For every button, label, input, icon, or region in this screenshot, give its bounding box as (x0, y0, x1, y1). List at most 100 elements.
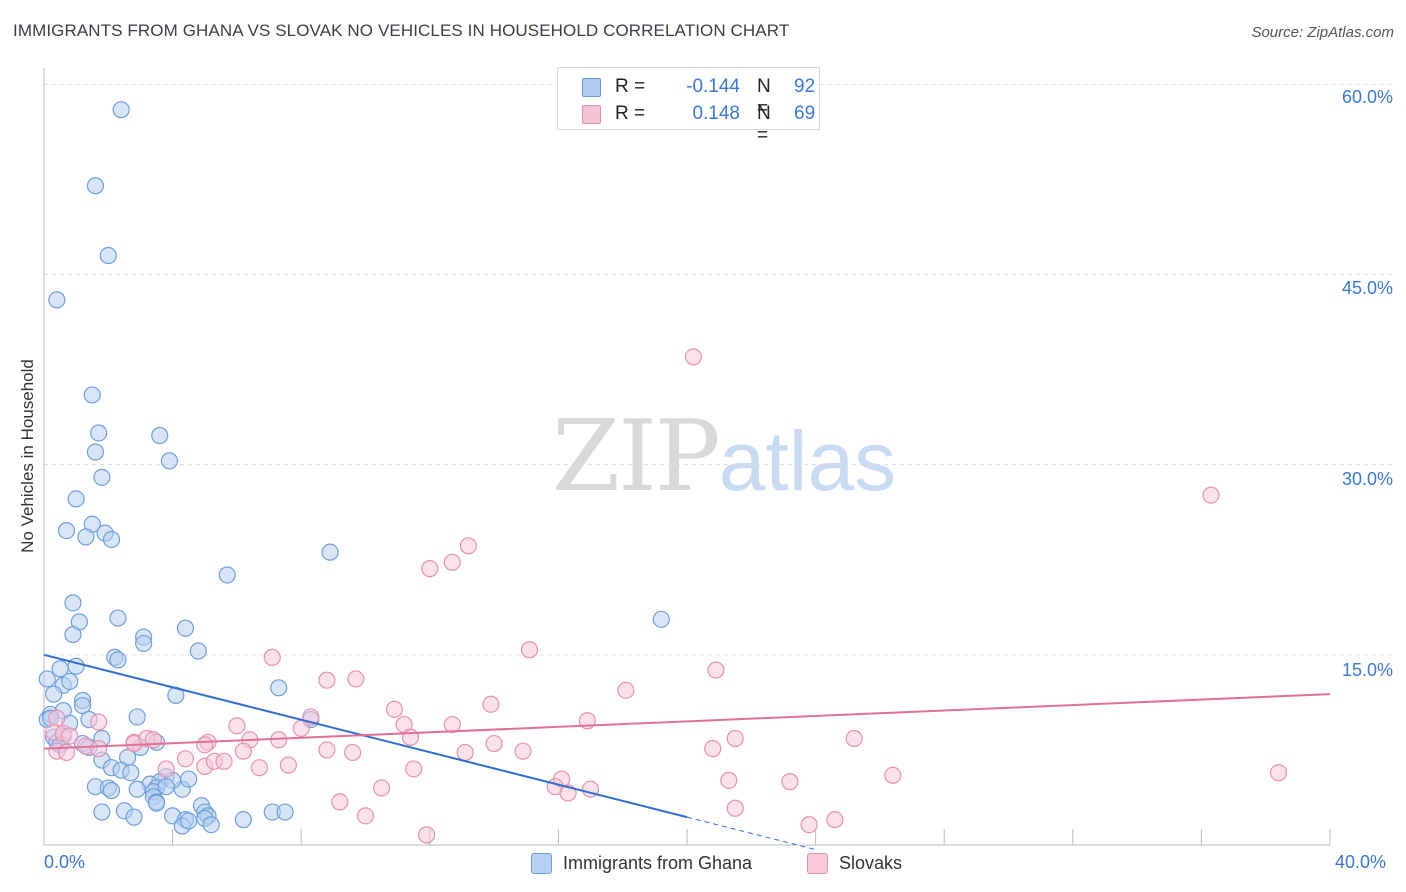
legend-swatch-blue (582, 78, 601, 97)
slovaks-point (385, 700, 404, 718)
ghana-point (109, 609, 127, 627)
ghana-point (112, 101, 130, 119)
ghana-point (38, 670, 56, 688)
slovaks-point (347, 670, 365, 688)
ghana-point (109, 651, 127, 669)
slovaks-point (61, 727, 79, 745)
x-tick-label: 0.0% (44, 852, 86, 872)
legend-r-label: R = (615, 103, 646, 124)
slovaks-point (292, 719, 310, 737)
ghana-point (157, 778, 175, 796)
slovaks-point (90, 740, 108, 758)
series-ghana (38, 101, 670, 835)
chart-source: Source: ZipAtlas.com (1251, 24, 1394, 41)
ghana-point (51, 660, 69, 678)
ghana-point (45, 685, 63, 703)
slovaks-point (356, 807, 375, 825)
ghana-point (147, 794, 166, 812)
slovaks-point (884, 766, 902, 784)
ghana-point (128, 708, 146, 726)
ghana-point (321, 543, 339, 561)
slovaks-point (520, 641, 539, 659)
slovaks-point (704, 740, 722, 758)
ghana-point (99, 246, 117, 265)
slovaks-point (459, 537, 477, 555)
ghana-point (48, 291, 66, 309)
ghana-point (73, 696, 92, 715)
ghana-point (202, 816, 220, 834)
slovaks-point (48, 709, 66, 727)
legend-n-value: 69 (794, 103, 816, 124)
ghana-point (180, 770, 198, 788)
ghana-point (57, 521, 76, 540)
ghana-point (180, 812, 198, 830)
ghana-point (234, 811, 252, 829)
legend-n-label: N = (757, 76, 771, 119)
correlation-legend: R = -0.144 N = 92 R = 0.148 N = 69 (557, 67, 820, 146)
ghana-point (125, 808, 143, 826)
slovaks-point (684, 348, 703, 366)
x-tick-label: 40.0% (1335, 852, 1387, 872)
slovaks-point (421, 560, 439, 578)
ghana-point (102, 781, 121, 800)
slovaks-point (263, 648, 281, 666)
slovaks-point (157, 760, 175, 778)
slovaks-point (781, 773, 799, 791)
y-tick-label: 30.0% (1341, 469, 1393, 489)
y-tick-label: 15.0% (1341, 660, 1393, 680)
slovaks-point (279, 756, 297, 774)
ghana-point (64, 594, 82, 612)
ghana-point (90, 424, 108, 442)
legend-r-value: 0.148 (692, 103, 740, 124)
slovaks-point (485, 734, 503, 753)
legend-n-label: N = (757, 103, 771, 146)
gridlines (44, 83, 1395, 656)
y-tick-label: 45.0% (1341, 278, 1393, 298)
slovaks-point (720, 771, 738, 789)
slovaks-point (196, 736, 214, 754)
slovaks-point (215, 752, 233, 770)
slovaks-point (456, 743, 474, 762)
ghana-point (64, 625, 82, 644)
slovaks-point (443, 715, 461, 734)
slovaks-point (318, 741, 336, 759)
ghana-point (93, 803, 111, 821)
y-axis-title: No Vehicles in Household (18, 359, 37, 553)
legend-label-slovaks: Slovaks (839, 853, 903, 873)
legend-r-label: R = (615, 76, 646, 97)
slovaks-point (826, 811, 844, 829)
slovaks-point (707, 661, 725, 679)
slovaks-point (617, 681, 635, 699)
legend-swatch-pink (807, 853, 828, 874)
slovaks-point (318, 671, 336, 689)
slovaks-point (514, 742, 532, 760)
ghana-point (102, 530, 121, 549)
series-slovaks (45, 348, 1288, 844)
legend-swatch-blue (531, 853, 552, 874)
slovaks-point (176, 750, 195, 768)
slovaks-point (401, 728, 420, 746)
ghana-point (86, 177, 105, 195)
slovaks-point (845, 729, 863, 748)
ghana-point (176, 619, 195, 637)
slovaks-point (1202, 486, 1220, 504)
trend-line-slovaks (43, 693, 1331, 750)
ghana-point (86, 443, 105, 461)
ghana-point (83, 386, 101, 404)
ghana-point (61, 672, 79, 691)
slovaks-point (372, 779, 391, 797)
trend-line-ghana-extension (686, 816, 816, 851)
ghana-point (652, 610, 670, 628)
slovaks-point (417, 826, 436, 844)
slovaks-point (331, 793, 349, 811)
slovaks-point (1269, 764, 1288, 782)
ghana-point (160, 452, 178, 470)
ghana-point (93, 468, 111, 486)
slovaks-point (405, 760, 423, 778)
slovaks-point (726, 799, 744, 817)
ghana-point (77, 528, 95, 546)
ghana-point (128, 780, 146, 798)
legend-r-value: -0.144 (686, 76, 740, 97)
ghana-point (122, 764, 140, 782)
